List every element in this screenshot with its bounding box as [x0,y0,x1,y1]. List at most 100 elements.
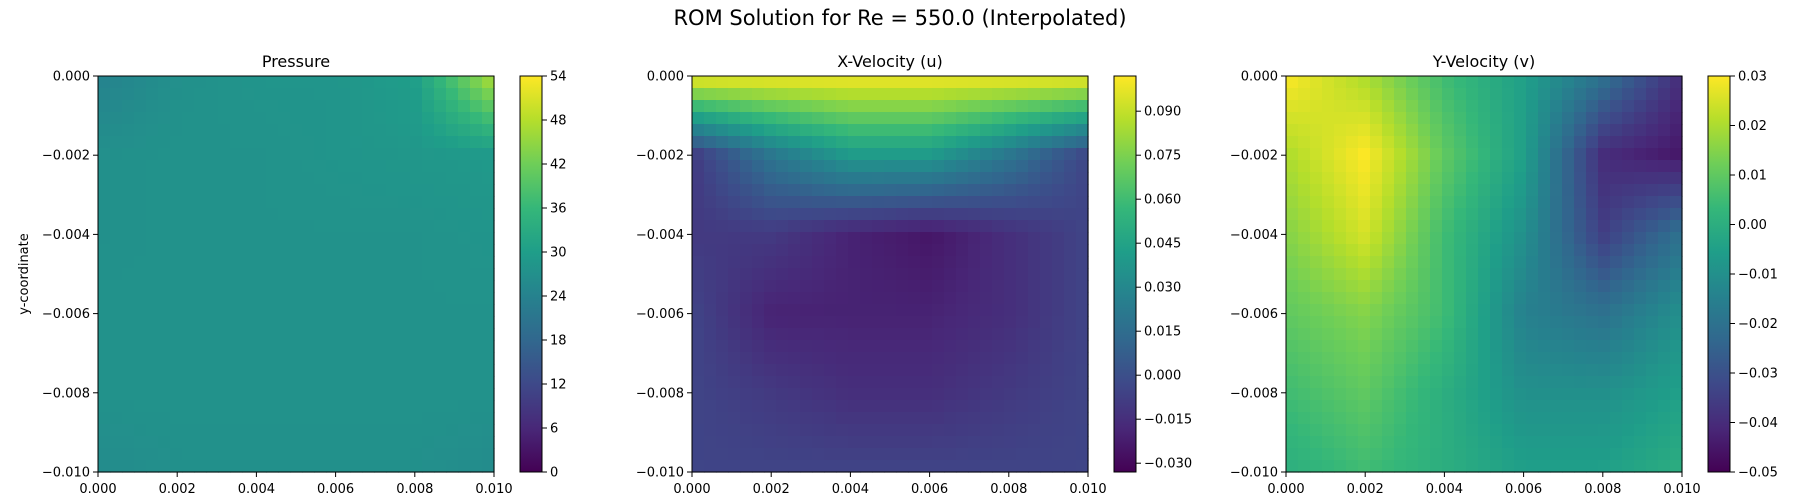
heatmap-cell [1598,124,1611,137]
heatmap-cell [1490,364,1503,377]
heatmap-cell [362,352,375,365]
heatmap-cell [398,460,411,473]
heatmap-cell [1016,280,1029,293]
y-tick-label: −0.002 [42,149,90,164]
heatmap-cell [704,208,717,221]
heatmap-cell [1040,208,1053,221]
x-tick-label: 0.006 [317,482,354,497]
heatmap-cell [764,448,777,461]
heatmap-cell [122,448,135,461]
heatmap-cell [812,172,825,185]
heatmap-cell [1466,220,1479,233]
heatmap-cell [326,124,339,137]
heatmap-cell [1658,148,1671,161]
heatmap-cell [1478,292,1491,305]
heatmap-cell [362,160,375,173]
heatmap-cell [1514,196,1527,209]
heatmap-cell [1004,148,1017,161]
heatmap-cell [98,88,111,101]
heatmap-cell [398,148,411,161]
heatmap-cell [1370,424,1383,437]
heatmap-cell [338,244,351,257]
heatmap-cell [1550,184,1563,197]
heatmap-cell [482,388,495,401]
heatmap-cell [338,388,351,401]
colorbar-tick-label: 54 [550,70,567,85]
heatmap-cell [362,100,375,113]
heatmap-cell [1574,376,1587,389]
heatmap-cell [242,268,255,281]
heatmap-cell [290,268,303,281]
heatmap-cell [1550,436,1563,449]
heatmap-cell [1634,340,1647,353]
heatmap-cell [374,400,387,413]
heatmap-cell [1490,232,1503,245]
heatmap-cell [1454,352,1467,365]
heatmap-cell [182,328,195,341]
heatmap-cell [692,364,705,377]
heatmap-cell [470,196,483,209]
heatmap-cell [1658,196,1671,209]
heatmap-cell [812,292,825,305]
heatmap-cell [920,352,933,365]
heatmap-cell [1406,172,1419,185]
heatmap-cell [1526,112,1539,125]
heatmap-cell [1454,316,1467,329]
heatmap-cell [1562,436,1575,449]
heatmap-cell [446,292,459,305]
colorbar-tick-label: 0.060 [1144,193,1181,208]
heatmap-cell [956,100,969,113]
heatmap-cell [908,292,921,305]
heatmap-cell [446,424,459,437]
heatmap-cell [458,316,471,329]
heatmap-cell [956,364,969,377]
heatmap-cell [1298,412,1311,425]
heatmap-cell [1004,448,1017,461]
heatmap-cell [170,304,183,317]
heatmap-cell [968,160,981,173]
y-tick-label: −0.006 [1230,307,1278,322]
heatmap-cell [1430,340,1443,353]
heatmap-cell [1478,448,1491,461]
heatmap-cell [1670,256,1683,269]
heatmap-cell [728,436,741,449]
heatmap-cell [230,220,243,233]
heatmap-cell [716,124,729,137]
heatmap-cell [1598,448,1611,461]
heatmap-cell [980,340,993,353]
heatmap-cell [146,256,159,269]
heatmap-cell [1598,88,1611,101]
heatmap-cell [752,268,765,281]
heatmap-cell [1442,352,1455,365]
heatmap-cell [1490,424,1503,437]
heatmap-cell [1286,280,1299,293]
heatmap-cell [230,196,243,209]
heatmap-cell [398,352,411,365]
heatmap-cell [1064,316,1077,329]
heatmap-cell [350,280,363,293]
heatmap-cell [1064,220,1077,233]
heatmap-cell [326,316,339,329]
heatmap-cell [800,232,813,245]
heatmap-cell [266,280,279,293]
heatmap-cell [458,172,471,185]
heatmap-cell [254,100,267,113]
heatmap-cell [110,208,123,221]
heatmap-cell [134,268,147,281]
heatmap-cell [410,136,423,149]
heatmap-cell [230,292,243,305]
heatmap-cell [158,172,171,185]
heatmap-cell [1538,316,1551,329]
heatmap-cell [230,316,243,329]
heatmap-cell [1442,328,1455,341]
heatmap-cell [1550,316,1563,329]
heatmap-cell [1454,124,1467,137]
heatmap-cell [434,424,447,437]
heatmap-cell [194,256,207,269]
heatmap-cell [1298,364,1311,377]
heatmap-cell [1028,88,1041,101]
heatmap-cell [704,388,717,401]
heatmap-cell [278,352,291,365]
heatmap-cell [944,412,957,425]
heatmap-cell [302,268,315,281]
